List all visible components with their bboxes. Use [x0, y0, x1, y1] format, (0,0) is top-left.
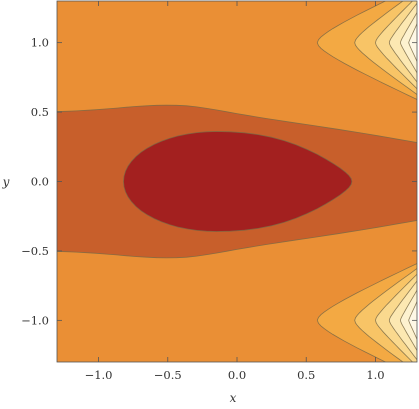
x-axis-label: x — [230, 391, 237, 405]
x-tick-label: 0.5 — [297, 368, 315, 382]
central-minimum-region — [123, 131, 353, 232]
y-axis-label: y — [2, 175, 10, 189]
x-tick-label: −0.5 — [154, 368, 182, 382]
y-tick-label: 0.0 — [31, 175, 49, 189]
x-tick-label: 0.0 — [228, 368, 246, 382]
y-tick-label: 1.0 — [31, 36, 49, 50]
x-tick-label: 1.0 — [366, 368, 384, 382]
x-tick-label: −1.0 — [85, 368, 113, 382]
y-tick-label: 0.5 — [31, 105, 49, 119]
y-tick-label: −0.5 — [21, 244, 49, 258]
contour-fill-layer — [57, 1, 417, 362]
tick-layer: −1.0 −0.5 0.0 0.5 1.0 1.0 0.5 0.0 −0.5 −1.0 — [21, 1, 417, 382]
y-tick-label: −1.0 — [21, 313, 49, 327]
